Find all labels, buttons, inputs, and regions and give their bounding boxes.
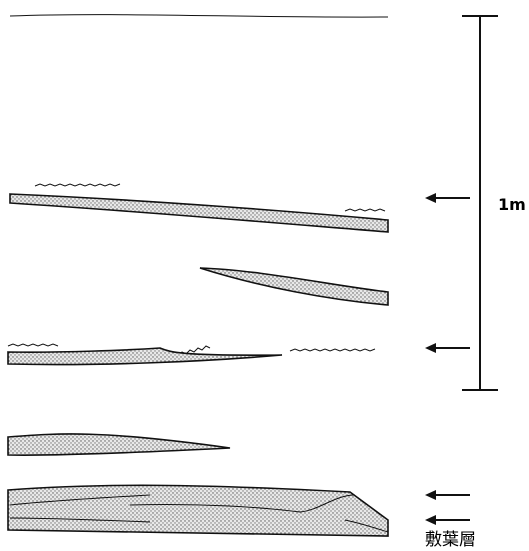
stipple-layer [7, 484, 389, 537]
arrow [425, 515, 470, 525]
stipple-layer [9, 193, 389, 233]
arrow [425, 193, 470, 203]
surface-line [9, 14, 389, 18]
wavy-line [7, 343, 59, 347]
wavy-line [34, 183, 121, 187]
scale-label: 1m [498, 195, 526, 214]
stipple-layer [7, 433, 231, 456]
arrow [425, 490, 470, 500]
leaf-streak [9, 494, 389, 533]
wavy-line [344, 208, 386, 212]
wavy-line [289, 348, 376, 352]
arrow [425, 343, 470, 353]
stipple-layer [7, 347, 283, 366]
layer-label: 敷葉層 [425, 530, 476, 550]
stipple-layer [199, 267, 389, 306]
